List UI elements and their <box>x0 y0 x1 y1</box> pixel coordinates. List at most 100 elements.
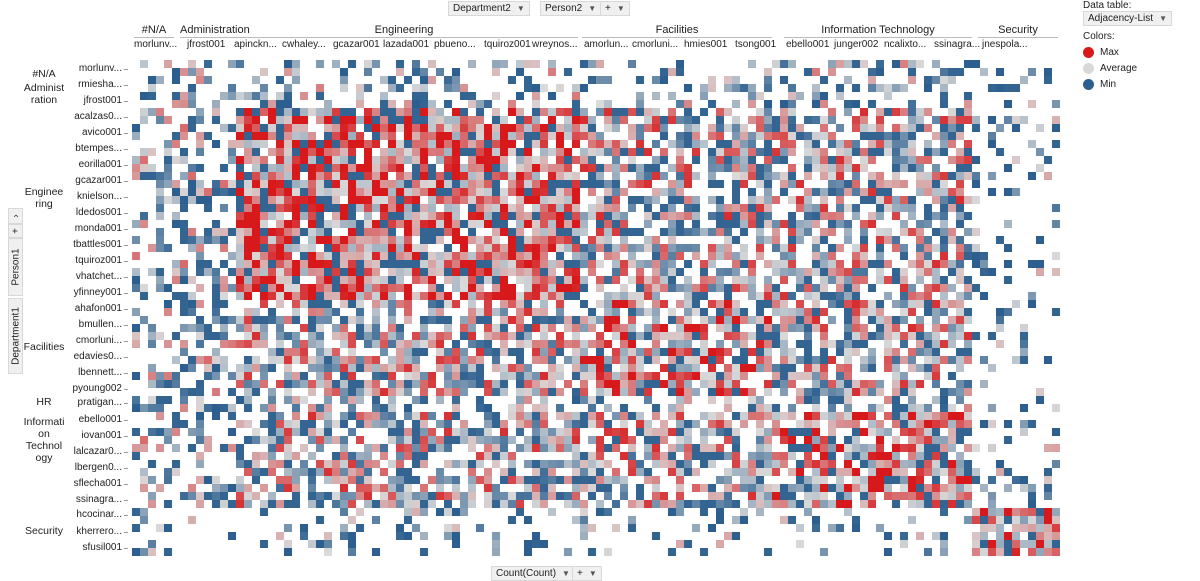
heatmap-cell[interactable] <box>420 180 428 188</box>
heatmap-cell[interactable] <box>804 508 812 516</box>
heatmap-cell[interactable] <box>860 124 868 132</box>
heatmap-cell[interactable] <box>356 356 364 364</box>
heatmap-cell[interactable] <box>276 380 284 388</box>
heatmap-cell[interactable] <box>812 412 820 420</box>
heatmap-cell[interactable] <box>836 204 844 212</box>
heatmap-cell[interactable] <box>716 324 724 332</box>
heatmap-cell[interactable] <box>548 292 556 300</box>
heatmap-cell[interactable] <box>372 196 380 204</box>
heatmap-cell[interactable] <box>716 492 724 500</box>
heatmap-cell[interactable] <box>852 452 860 460</box>
heatmap-cell[interactable] <box>732 364 740 372</box>
heatmap-cell[interactable] <box>588 148 596 156</box>
heatmap-cell[interactable] <box>876 468 884 476</box>
heatmap-cell[interactable] <box>724 164 732 172</box>
heatmap-cell[interactable] <box>1020 348 1028 356</box>
heatmap-cell[interactable] <box>556 148 564 156</box>
heatmap-cell[interactable] <box>812 116 820 124</box>
heatmap-cell[interactable] <box>900 180 908 188</box>
heatmap-cell[interactable] <box>1004 84 1012 92</box>
heatmap-cell[interactable] <box>244 340 252 348</box>
heatmap-cell[interactable] <box>372 260 380 268</box>
heatmap-cell[interactable] <box>364 388 372 396</box>
heatmap-cell[interactable] <box>316 148 324 156</box>
heatmap-cell[interactable] <box>420 460 428 468</box>
heatmap-cell[interactable] <box>756 420 764 428</box>
heatmap-cell[interactable] <box>508 332 516 340</box>
heatmap-cell[interactable] <box>508 244 516 252</box>
heatmap-cell[interactable] <box>340 396 348 404</box>
heatmap-cell[interactable] <box>788 236 796 244</box>
heatmap-cell[interactable] <box>532 388 540 396</box>
heatmap-cell[interactable] <box>204 268 212 276</box>
heatmap-cell[interactable] <box>484 436 492 444</box>
heatmap-cell[interactable] <box>156 188 164 196</box>
heatmap-cell[interactable] <box>220 236 228 244</box>
heatmap-cell[interactable] <box>436 268 444 276</box>
heatmap-cell[interactable] <box>836 420 844 428</box>
heatmap-cell[interactable] <box>388 212 396 220</box>
heatmap-cell[interactable] <box>772 196 780 204</box>
heatmap-cell[interactable] <box>932 276 940 284</box>
heatmap-cell[interactable] <box>460 372 468 380</box>
heatmap-cell[interactable] <box>884 412 892 420</box>
heatmap-cell[interactable] <box>716 380 724 388</box>
heatmap-cell[interactable] <box>652 292 660 300</box>
heatmap-cell[interactable] <box>572 356 580 364</box>
heatmap-cell[interactable] <box>316 180 324 188</box>
heatmap-cell[interactable] <box>820 460 828 468</box>
heatmap-cell[interactable] <box>844 468 852 476</box>
heatmap-cell[interactable] <box>884 428 892 436</box>
heatmap-cell[interactable] <box>156 196 164 204</box>
heatmap-cell[interactable] <box>892 332 900 340</box>
heatmap-cell[interactable] <box>868 68 876 76</box>
heatmap-cell[interactable] <box>436 68 444 76</box>
row-person-label[interactable]: iovan001 <box>81 430 122 441</box>
heatmap-cell[interactable] <box>580 500 588 508</box>
heatmap-cell[interactable] <box>356 492 364 500</box>
heatmap-cell[interactable] <box>420 412 428 420</box>
heatmap-cell[interactable] <box>908 412 916 420</box>
heatmap-cell[interactable] <box>892 396 900 404</box>
heatmap-cell[interactable] <box>868 420 876 428</box>
heatmap-cell[interactable] <box>260 236 268 244</box>
heatmap-cell[interactable] <box>844 108 852 116</box>
heatmap-cell[interactable] <box>908 132 916 140</box>
heatmap-cell[interactable] <box>532 540 540 548</box>
heatmap-cell[interactable] <box>940 340 948 348</box>
heatmap-cell[interactable] <box>348 164 356 172</box>
heatmap-cell[interactable] <box>260 292 268 300</box>
row-person-label[interactable]: lbergen0... <box>74 462 122 473</box>
heatmap-cell[interactable] <box>1020 324 1028 332</box>
heatmap-cell[interactable] <box>220 444 228 452</box>
heatmap-cell[interactable] <box>764 124 772 132</box>
heatmap-cell[interactable] <box>1028 292 1036 300</box>
heatmap-cell[interactable] <box>732 484 740 492</box>
heatmap-cell[interactable] <box>524 460 532 468</box>
heatmap-cell[interactable] <box>396 332 404 340</box>
heatmap-cell[interactable] <box>532 260 540 268</box>
heatmap-cell[interactable] <box>828 116 836 124</box>
heatmap-cell[interactable] <box>556 204 564 212</box>
heatmap-cell[interactable] <box>380 172 388 180</box>
heatmap-cell[interactable] <box>364 228 372 236</box>
heatmap-cell[interactable] <box>396 204 404 212</box>
heatmap-cell[interactable] <box>1044 548 1052 556</box>
heatmap-cell[interactable] <box>284 548 292 556</box>
heatmap-cell[interactable] <box>844 340 852 348</box>
heatmap-cell[interactable] <box>988 116 996 124</box>
heatmap-cell[interactable] <box>652 500 660 508</box>
heatmap-cell[interactable] <box>396 148 404 156</box>
heatmap-cell[interactable] <box>932 380 940 388</box>
heatmap-cell[interactable] <box>548 340 556 348</box>
heatmap-cell[interactable] <box>132 252 140 260</box>
heatmap-cell[interactable] <box>508 404 516 412</box>
heatmap-cell[interactable] <box>828 60 836 68</box>
heatmap-cell[interactable] <box>764 260 772 268</box>
heatmap-cell[interactable] <box>996 548 1004 556</box>
heatmap-cell[interactable] <box>340 220 348 228</box>
heatmap-cell[interactable] <box>500 300 508 308</box>
heatmap-cell[interactable] <box>452 252 460 260</box>
heatmap-cell[interactable] <box>380 228 388 236</box>
heatmap-cell[interactable] <box>844 388 852 396</box>
